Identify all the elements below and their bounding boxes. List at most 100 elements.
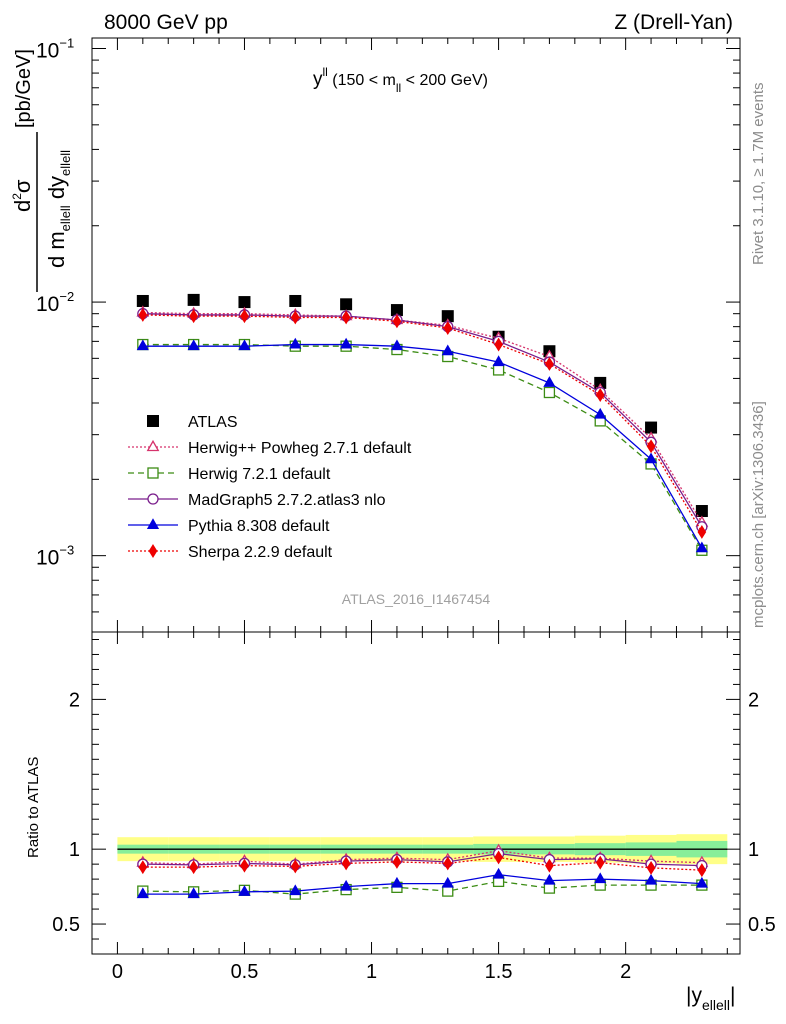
ratio-y-tick-label-left: 2 (69, 689, 80, 711)
main-data-point (697, 525, 707, 539)
main-axis-ticks: 10−110−210−3 (36, 35, 740, 633)
rivet-version-label: Rivet 3.1.10, ≥ 1.7M events (750, 83, 767, 266)
ratio-data-point (189, 860, 198, 875)
ylabel-numerator: d2σ (10, 179, 35, 212)
main-data-point (695, 541, 708, 553)
mcplots-label: mcplots.cern.ch [arXiv:1306.3436] (750, 401, 767, 628)
ratio-data-point (441, 876, 454, 888)
main-data-point (543, 376, 556, 387)
ratio-data-point (290, 859, 300, 874)
main-data-point (189, 309, 198, 324)
legend-label: Sherpa 2.2.9 default (188, 544, 333, 561)
ratio-frame (91, 631, 741, 955)
legend-label: MadGraph5 2.7.2.atlas3 nlo (188, 492, 386, 509)
main-data-point (644, 452, 658, 464)
main-data-point (138, 307, 148, 322)
y-tick-label: 10−1 (36, 35, 74, 62)
main-plot-panel: 10−110−210−3 yll (150 < mll < 200 GeV) A… (36, 35, 741, 633)
main-data-point (545, 357, 554, 371)
header-right-label: Z (Drell-Yan) (614, 11, 733, 34)
main-series-line (142, 314, 703, 533)
ratio-data-point (187, 887, 200, 899)
main-data-point (646, 439, 656, 454)
main-data-point (341, 310, 351, 325)
analysis-watermark: ATLAS_2016_I1467454 (342, 591, 491, 607)
legend-label: Herwig++ Powheg 2.7.1 default (188, 440, 412, 457)
main-data-point (392, 314, 402, 329)
ratio-y-tick-label-right: 2 (748, 689, 759, 711)
x-tick-label: 1.5 (485, 961, 513, 983)
legend-marker (146, 439, 160, 452)
ratio-ylabel: Ratio to ATLAS (25, 757, 42, 858)
main-series-line (142, 343, 703, 551)
x-tick-label: 2 (620, 961, 631, 983)
legend-entry: Pythia 8.308 default (128, 518, 330, 535)
ratio-data-point (289, 884, 302, 896)
ratio-y-tick-label-right: 1 (748, 839, 759, 861)
main-series-line (142, 311, 703, 523)
legend-entry: MadGraph5 2.7.2.atlas3 nlo (128, 492, 386, 509)
ratio-data-point (494, 850, 503, 865)
legend-label: Herwig 7.2.1 default (188, 466, 331, 483)
y-tick-label-exponent: −3 (59, 543, 74, 558)
ratio-data-point (392, 854, 402, 869)
main-ylabel: d2σ d mellell dyellell [pb/GeV] (10, 49, 73, 292)
main-data-point (340, 298, 353, 311)
ratio-data-point (595, 855, 605, 870)
main-data-point (136, 294, 149, 307)
ratio-data-point (341, 856, 351, 871)
ratio-y-tick-label-left: 0.5 (52, 914, 80, 936)
main-data-point (492, 355, 505, 367)
ratio-data-point (543, 873, 556, 885)
y-tick-label-base: 10 (36, 39, 59, 62)
ratio-data-point (138, 860, 148, 875)
legend-marker (146, 518, 160, 529)
main-data-point (289, 294, 302, 307)
y-tick-label-base: 10 (36, 547, 59, 570)
legend: ATLAS Herwig++ Powheg 2.7.1 default Herwig… (128, 414, 412, 561)
main-data-point (543, 386, 556, 399)
main-data-point (390, 339, 404, 351)
legend-label: ATLAS (188, 414, 238, 431)
y-tick-label-exponent: −1 (59, 35, 74, 50)
ratio-plot-panel: 0.5 0.5 1 1 2 2 0 0.5 1 1.5 2 Ratio to ATLAS |yell… (25, 631, 776, 1013)
main-data-point (595, 388, 605, 402)
main-data-point (240, 309, 249, 324)
ratio-data-point (492, 867, 505, 879)
main-data-point (187, 339, 200, 351)
main-data-point (594, 407, 607, 419)
ratio-y-tick-label-right: 0.5 (748, 914, 776, 936)
ratio-series-4 (138, 850, 707, 878)
y-tick-label: 10−3 (36, 543, 74, 570)
legend-entry: ATLAS (147, 414, 238, 431)
x-tick-label: 0.5 (231, 961, 259, 983)
x-tick-label: 1 (366, 961, 377, 983)
ylabel-units: [pb/GeV] (13, 49, 35, 128)
main-data-point (238, 296, 251, 309)
main-series-line (142, 343, 703, 549)
ratio-series-line (142, 850, 702, 865)
ratio-data-point (240, 858, 249, 873)
y-tick-label-base: 10 (36, 293, 59, 316)
main-data-point (695, 505, 708, 518)
ratio-series-line (142, 880, 702, 895)
ratio-y-tick-label-left: 1 (69, 839, 80, 861)
header-left-label: 8000 GeV pp (104, 11, 228, 34)
ratio-series-line (142, 852, 702, 867)
ratio-data-point (644, 873, 658, 885)
legend-entry: Herwig 7.2.1 default (128, 466, 331, 483)
ratio-data-point (238, 885, 251, 896)
ratio-data-point (594, 872, 607, 884)
main-frame (91, 37, 741, 633)
main-series-line (142, 313, 703, 528)
main-data-point (494, 337, 503, 352)
main-data-point (441, 344, 454, 356)
ratio-series-group (136, 843, 709, 900)
ratio-data-point (443, 856, 453, 871)
ratio-series-3 (136, 867, 708, 899)
main-data-point (290, 310, 300, 325)
ratio-data-point (390, 876, 404, 888)
legend-entry: Herwig++ Powheg 2.7.1 default (128, 439, 412, 457)
main-series-group (136, 293, 709, 556)
